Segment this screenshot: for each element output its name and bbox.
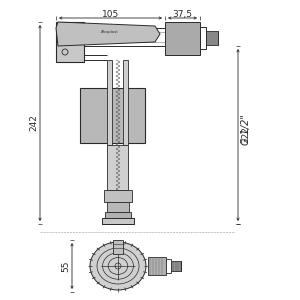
Bar (148, 257, 166, 275)
Bar (108, 218, 128, 224)
Text: 242: 242 (29, 115, 38, 131)
Bar (107, 145, 128, 190)
Bar (200, 27, 206, 49)
Text: 105: 105 (102, 10, 119, 19)
Text: G 1/2": G 1/2" (241, 115, 251, 146)
Bar (165, 22, 200, 55)
Bar (80, 88, 145, 143)
Bar (102, 218, 134, 224)
Text: 37,5: 37,5 (172, 10, 193, 19)
Text: Alcaplast: Alcaplast (101, 30, 119, 34)
Bar (113, 240, 123, 254)
Text: 55: 55 (61, 260, 70, 272)
Bar (104, 190, 132, 202)
Polygon shape (56, 22, 160, 46)
Ellipse shape (90, 242, 146, 290)
Bar (58, 25, 66, 37)
Bar (123, 60, 128, 145)
Bar (107, 202, 129, 212)
Bar (171, 261, 181, 271)
Bar (105, 212, 131, 218)
Bar (206, 31, 218, 45)
Bar (107, 60, 112, 145)
Bar (56, 22, 84, 62)
Bar (166, 259, 171, 273)
Text: 222: 222 (242, 127, 250, 143)
